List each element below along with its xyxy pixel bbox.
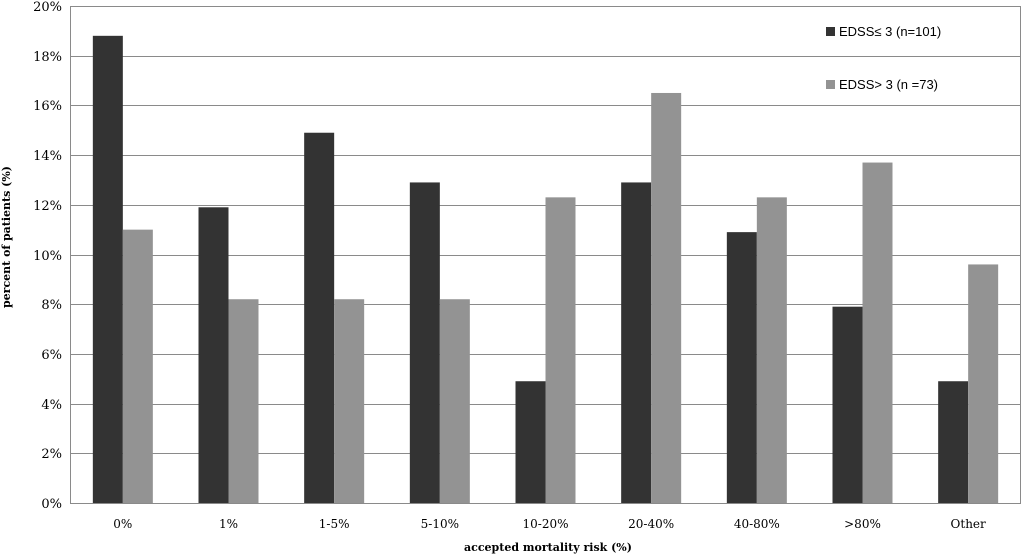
y-tick-label: 0% (41, 497, 62, 512)
x-tick-label: 5-10% (421, 517, 459, 531)
x-tick-label: >80% (844, 517, 881, 531)
y-tick-label: 14% (33, 149, 62, 164)
bar-series-1 (515, 381, 546, 503)
y-tick-label: 6% (41, 348, 62, 363)
bars (92, 35, 999, 504)
y-tick-label: 16% (33, 99, 62, 114)
y-tick-label: 20% (33, 0, 62, 15)
legend-label: EDSS> 3 (n =73) (839, 77, 938, 92)
y-axis-ticks: 0% 2% 4% 6% 8% 10% 12% 14% 16% 18% 20% (33, 0, 62, 512)
bar-series-2 (968, 264, 999, 503)
x-tick-label: 10-20% (523, 517, 569, 531)
x-tick-label: 0% (113, 517, 132, 531)
bar-series-1 (938, 381, 969, 503)
x-axis-title: accepted mortality risk (%) (464, 541, 632, 554)
bar-series-2 (439, 299, 470, 503)
y-tick-label: 10% (33, 249, 62, 264)
legend-swatch (826, 80, 835, 89)
x-tick-label: 40-80% (734, 517, 780, 531)
bar-series-1 (304, 132, 335, 504)
y-tick-label: 4% (41, 398, 62, 413)
legend: EDSS≤ 3 (n=101) EDSS> 3 (n =73) (826, 24, 941, 92)
bar-series-1 (726, 232, 757, 503)
bar-series-2 (228, 299, 259, 503)
x-tick-label: 1-5% (319, 517, 350, 531)
legend-swatch (826, 27, 835, 36)
bar-series-2 (756, 197, 787, 503)
bar-series-2 (651, 92, 682, 503)
bar-series-1 (409, 182, 440, 503)
y-axis-title: percent of patients (%) (0, 166, 13, 308)
y-tick-label: 2% (41, 447, 62, 462)
x-axis-ticks: 0% 1% 1-5% 5-10% 10-20% 20-40% 40-80% >80% Other (113, 517, 986, 531)
y-tick-label: 8% (41, 298, 62, 313)
x-tick-label: Other (951, 517, 986, 531)
bar-series-2 (334, 299, 365, 503)
bar-series-1 (832, 306, 863, 503)
bar-series-1 (621, 182, 652, 503)
x-tick-label: 20-40% (628, 517, 674, 531)
bar-series-2 (122, 229, 153, 503)
y-tick-label: 12% (33, 199, 62, 214)
x-tick-label: 1% (219, 517, 238, 531)
bar-series-2 (545, 197, 576, 503)
bar-series-2 (862, 162, 893, 503)
y-tick-label: 18% (33, 50, 62, 65)
bar-series-1 (198, 207, 229, 503)
legend-label: EDSS≤ 3 (n=101) (839, 24, 941, 39)
bar-series-1 (92, 35, 123, 503)
